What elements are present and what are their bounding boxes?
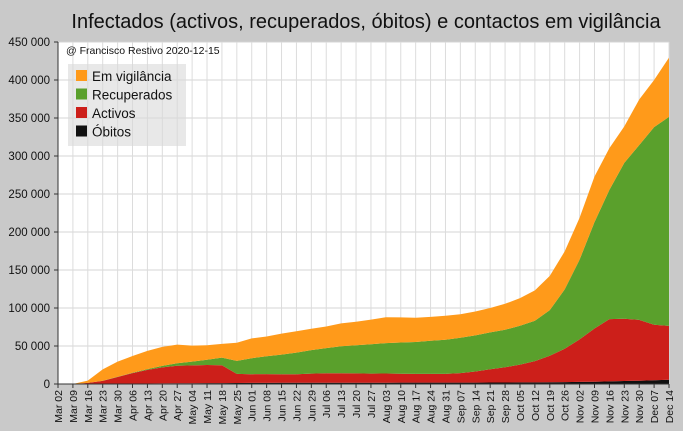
x-tick-label: Aug 24 [426, 390, 438, 423]
y-tick-label: 250 000 [8, 189, 50, 201]
x-tick-label: Aug 31 [440, 390, 452, 423]
area-obitos [58, 379, 669, 384]
x-tick-label: Oct 26 [560, 390, 572, 421]
legend-swatch-obitos [76, 125, 87, 137]
legend-swatch-activos [76, 107, 87, 118]
x-tick-label: Jun 15 [277, 390, 289, 422]
x-tick-label: May 18 [217, 390, 229, 425]
y-tick-label: 100 000 [8, 303, 50, 315]
x-tick-label: Nov 30 [634, 390, 646, 423]
x-tick-label: Apr 27 [172, 390, 184, 421]
legend-label-activos: Activos [92, 106, 136, 121]
legend-label-em-vigilancia: Em vigilância [92, 69, 172, 84]
x-tick-label: Sep 21 [485, 390, 497, 423]
x-tick-label: May 25 [232, 390, 244, 425]
x-tick-label: Dec 14 [664, 390, 676, 423]
y-tick-label: 300 000 [8, 151, 50, 163]
y-tick-label: 350 000 [8, 113, 50, 125]
legend-box [68, 64, 186, 146]
x-tick-label: Jul 20 [351, 390, 363, 418]
x-tick-label: Jul 13 [336, 390, 348, 418]
legend: Em vigilância Recuperados Activos Óbitos [68, 64, 186, 146]
x-tick-label: Mar 16 [83, 390, 95, 423]
x-tick-label: Mar 09 [68, 390, 80, 423]
x-tick-label: Apr 13 [142, 390, 154, 421]
y-tick-label: 200 000 [8, 227, 50, 239]
x-tick-label: Nov 23 [619, 390, 631, 423]
y-tick-label: 0 [44, 379, 50, 391]
x-tick-label: May 11 [202, 390, 214, 424]
area-activos [58, 318, 669, 384]
x-tick-label: Jun 29 [306, 390, 318, 422]
x-tick-label: Nov 02 [575, 390, 587, 423]
legend-label-recuperados: Recuperados [92, 88, 173, 103]
credit-annotation: @ Francisco Restivo 2020-12-15 [66, 45, 220, 57]
x-tick-label: Jun 01 [247, 390, 259, 422]
chart-title: Infectados (activos, recuperados, óbitos… [71, 11, 661, 33]
x-tick-label: May 04 [187, 390, 199, 425]
x-tick-label: Aug 10 [396, 390, 408, 423]
legend-swatch-recuperados [76, 88, 87, 100]
x-tick-label: Mar 30 [113, 390, 125, 423]
x-tick-label: Aug 17 [411, 390, 423, 423]
x-tick-label: Jul 06 [321, 390, 333, 418]
x-tick-label: Sep 14 [470, 390, 482, 423]
x-tick-label: Aug 03 [381, 390, 393, 423]
x-tick-label: Mar 02 [53, 390, 65, 423]
x-tick-label: Sep 28 [500, 390, 512, 423]
x-tick-label: Oct 19 [545, 390, 557, 421]
y-tick-label: 400 000 [8, 75, 50, 87]
x-tick-label: Jun 08 [262, 390, 274, 422]
x-tick-label: Jul 27 [366, 390, 378, 418]
y-tick-label: 50 000 [15, 341, 50, 353]
area-em-vigilancia [58, 57, 669, 384]
x-tick-label: Apr 20 [157, 390, 169, 421]
y-tick-label: 450 000 [8, 37, 50, 49]
x-tick-label: Sep 07 [455, 390, 467, 423]
x-tick-label: Jun 22 [291, 390, 303, 422]
x-tick-label: Dec 07 [649, 390, 661, 423]
x-tick-label: Apr 06 [128, 390, 140, 421]
legend-label-obitos: Óbitos [92, 125, 131, 140]
legend-swatch-em-vigilancia [76, 70, 87, 81]
x-tick-label: Nov 09 [589, 390, 601, 423]
y-tick-label: 150 000 [8, 265, 50, 277]
stacked-areas [58, 57, 669, 385]
axes: 450 000 400 000 350 000 300 000 250 000 200 0… [8, 37, 676, 424]
x-tick-label: Nov 16 [604, 390, 616, 423]
x-tick-label: Mar 23 [98, 390, 110, 423]
x-tick-label: Oct 05 [515, 390, 527, 421]
x-tick-label: Oct 12 [530, 390, 542, 421]
